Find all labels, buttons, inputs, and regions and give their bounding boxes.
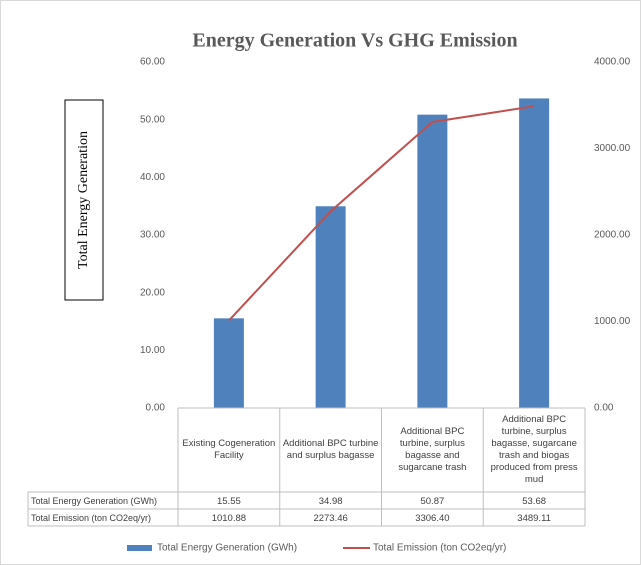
- y-tick-label: 50.00: [140, 114, 165, 125]
- legend-label: Total Emission (ton CO2eq/yr): [373, 543, 506, 554]
- table-value: 15.55: [217, 496, 241, 507]
- bar: [315, 206, 346, 408]
- y-axis-label: Total Energy Generation: [76, 131, 91, 269]
- x-tick-label: Existing Cogeneration Facility: [182, 438, 276, 461]
- category-cell: Additional BPC turbine and surplus bagas…: [282, 438, 379, 461]
- category-cell: Existing Cogeneration Facility: [182, 438, 276, 461]
- table-value: 50.87: [420, 496, 444, 507]
- y-label-box: [64, 99, 104, 301]
- y-tick-label: 60.00: [140, 57, 165, 68]
- table-row-header: Total Emission (ton CO2eq/yr): [31, 513, 151, 523]
- legend-swatch: [127, 545, 152, 551]
- table-value: 34.98: [319, 496, 343, 507]
- legend-label: Total Energy Generation (GWh): [157, 543, 297, 554]
- table-value: 3489.11: [517, 513, 551, 524]
- y2-tick-label: 2000.00: [594, 230, 631, 241]
- chart-title: Energy Generation Vs GHG Emission: [192, 30, 517, 52]
- y2-tick-label: 3000.00: [594, 143, 631, 154]
- table-value: 3306.40: [415, 513, 449, 524]
- category-cell: Additional BPC turbine, surplus bagasse …: [398, 426, 467, 473]
- category-cell: Additional BPC turbine, surplus bagasse,…: [490, 414, 578, 485]
- table-value: 2273.46: [313, 513, 347, 524]
- y-tick-label: 0.00: [146, 403, 166, 414]
- table-row-header: Total Energy Generation (GWh): [31, 496, 157, 506]
- y-tick-label: 10.00: [140, 345, 165, 356]
- table-value: 1010.88: [212, 513, 246, 524]
- y-tick-label: 40.00: [140, 172, 165, 183]
- x-tick-label: Additional BPC turbine, surplus bagasse,…: [490, 414, 578, 485]
- table-value: 53.68: [522, 496, 546, 507]
- x-tick-label: Additional BPC turbine, surplus bagasse …: [398, 426, 467, 473]
- y2-tick-label: 0.00: [594, 403, 614, 414]
- y2-tick-label: 4000.00: [594, 57, 631, 68]
- y-tick-label: 30.00: [140, 230, 165, 241]
- y2-tick-label: 1000.00: [594, 316, 631, 327]
- x-tick-label: Additional BPC turbine and surplus bagas…: [282, 438, 379, 461]
- y-tick-label: 20.00: [140, 287, 165, 298]
- bar: [417, 114, 448, 409]
- bar: [213, 318, 244, 408]
- bar: [519, 98, 550, 408]
- line: [228, 105, 535, 322]
